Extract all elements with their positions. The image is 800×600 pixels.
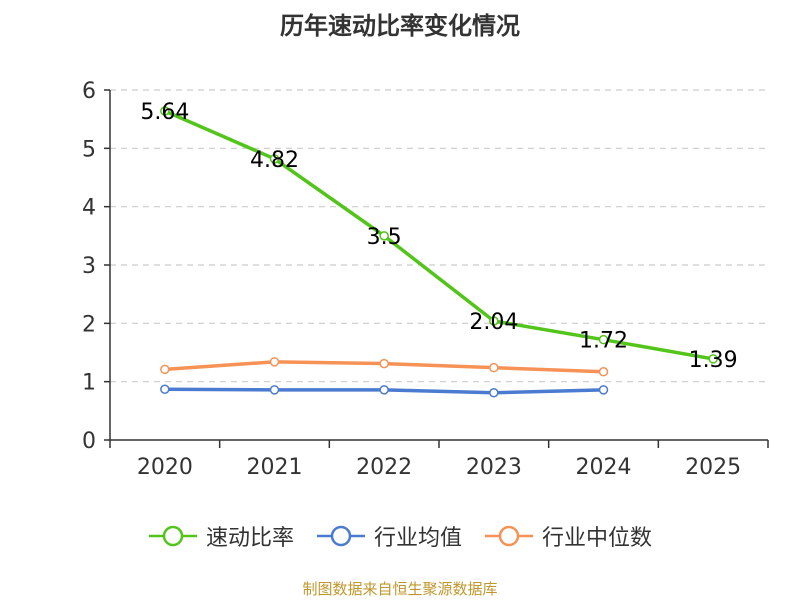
source-note: 制图数据来自恒生聚源数据库 (302, 580, 498, 598)
data-point-1-2022[interactable] (379, 385, 389, 395)
legend-item-2[interactable]: 行业中位数 (484, 520, 652, 552)
y-tick-label: 4 (82, 196, 96, 221)
data-point-1-2020[interactable] (160, 384, 170, 394)
legend-marker-icon (316, 525, 365, 547)
y-tick-label: 2 (82, 312, 96, 337)
legend-marker-icon (485, 525, 533, 547)
x-tick-label-2025: 2025 (685, 455, 741, 480)
data-point-0-2021[interactable] (269, 154, 280, 164)
y-tick-label: 1 (82, 371, 96, 396)
data-point-2-2023[interactable] (489, 362, 499, 373)
legend-item-1[interactable]: 行业均值 (316, 520, 462, 552)
x-tick-label-2021: 2021 (247, 455, 303, 480)
x-tick-label-2023: 2023 (466, 455, 522, 480)
x-tick-label-2022: 2022 (356, 455, 412, 480)
y-tick-label: 5 (82, 137, 96, 162)
data-label-2025: 1.39 (689, 348, 738, 373)
data-point-0-2022[interactable] (379, 231, 389, 241)
data-label-2022: 3.5 (367, 225, 402, 250)
grid-lines (110, 89, 768, 383)
data-label-2020: 5.64 (140, 100, 189, 125)
x-tick-label-2020: 2020 (137, 455, 193, 480)
data-point-1-2023[interactable] (489, 388, 499, 398)
data-point-0-2020[interactable] (160, 106, 170, 116)
legend-label: 行业均值 (373, 526, 462, 551)
data-point-0-2025[interactable] (708, 354, 718, 364)
legend: 速动比率 行业均值 行业中位数 (0, 520, 800, 552)
data-point-2-2022[interactable] (379, 358, 389, 369)
data-point-0-2023[interactable] (489, 316, 499, 326)
y-tick-label: 0 (82, 429, 96, 454)
legend-item-0[interactable]: 速动比率 (148, 520, 294, 552)
data-label-2024: 1.72 (579, 329, 628, 354)
legend-label: 速动比率 (205, 526, 294, 551)
series-lines (160, 106, 718, 398)
data-label-2021: 4.82 (250, 148, 299, 173)
axes: 0 1 2 3 4 5 6 2020 2021 2022 2023 2024 2025 (82, 79, 769, 480)
data-point-0-2024[interactable] (598, 334, 609, 345)
y-tick-label: 3 (82, 254, 96, 279)
data-point-2-2021[interactable] (269, 357, 280, 367)
series-line-0 (163, 109, 715, 361)
data-labels: 5.64 4.82 3.5 2.04 1.72 1.39 (140, 100, 737, 373)
chart-title: 历年速动比率变化情况 (280, 12, 520, 40)
x-tick-label-2024: 2024 (576, 455, 632, 480)
data-point-2-2024[interactable] (598, 367, 609, 377)
legend-label: 行业中位数 (542, 526, 653, 551)
data-point-1-2021[interactable] (269, 385, 280, 395)
legend-marker-icon (148, 525, 197, 547)
data-point-2-2020[interactable] (160, 364, 170, 375)
data-label-2023: 2.04 (469, 310, 518, 335)
y-tick-label: 6 (82, 79, 96, 104)
data-point-1-2024[interactable] (598, 385, 609, 395)
